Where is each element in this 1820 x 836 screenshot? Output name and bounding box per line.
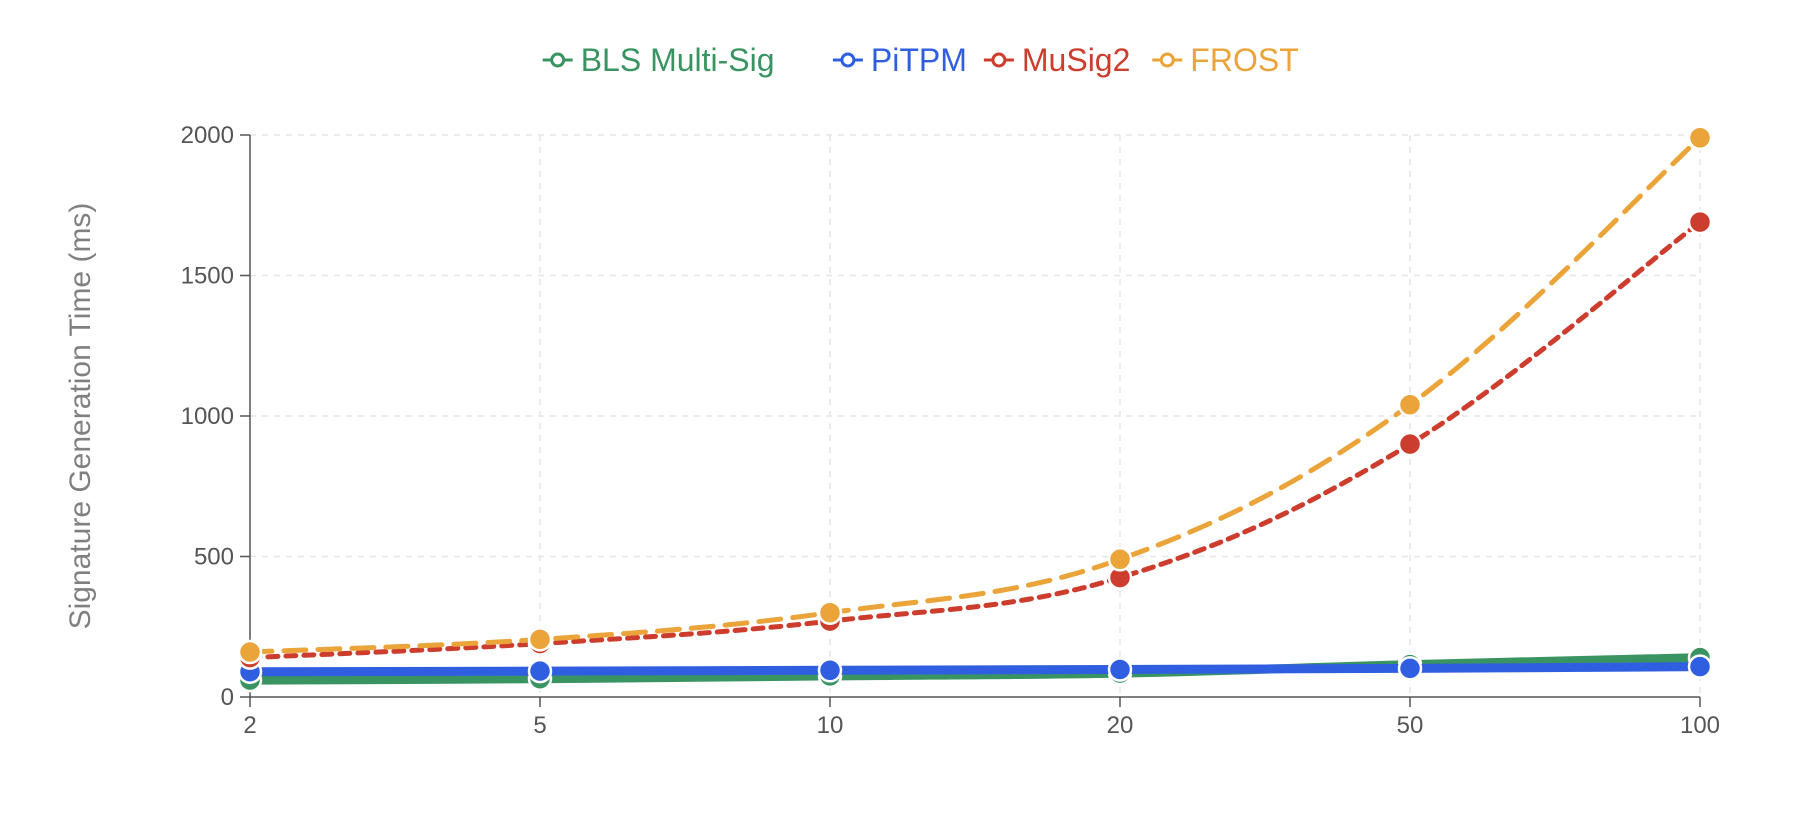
data-point <box>1397 656 1423 681</box>
data-point <box>1687 654 1713 679</box>
series <box>237 125 1713 693</box>
legend-item[interactable]: FROST <box>1152 42 1299 78</box>
series-line <box>245 653 1705 685</box>
x-tick-label: 2 <box>243 712 256 739</box>
data-point <box>527 627 553 652</box>
x-tick-label: 20 <box>1107 712 1134 739</box>
legend-symbol-marker <box>991 52 1007 68</box>
series-line <box>247 219 1703 661</box>
y-tick-label: 2000 <box>181 122 234 149</box>
series-pitpm <box>237 654 1713 684</box>
data-point <box>1107 657 1133 682</box>
legend-item[interactable]: BLS Multi-Sig <box>542 42 775 78</box>
data-point <box>817 600 843 625</box>
legend-item[interactable]: MuSig2 <box>983 42 1131 78</box>
legend-symbol-marker <box>1159 52 1175 68</box>
legend-label: PiTPM <box>871 42 967 78</box>
data-point <box>1687 209 1713 235</box>
legend-label: FROST <box>1190 42 1298 78</box>
series-musig2 <box>237 209 1713 670</box>
legend-symbol-marker <box>550 52 566 68</box>
data-point <box>527 658 553 684</box>
x-tick-label: 50 <box>1397 712 1424 739</box>
x-ticks: 2 5 10 20 50 100 <box>243 697 1720 739</box>
data-point <box>1687 125 1713 151</box>
legend-symbol-marker <box>840 52 856 68</box>
series-line <box>245 662 1705 677</box>
data-point <box>237 639 263 665</box>
series-frost <box>237 125 1713 665</box>
series-line <box>247 135 1703 655</box>
y-tick-label: 500 <box>194 544 234 571</box>
legend-label: MuSig2 <box>1022 42 1131 78</box>
data-point <box>1107 547 1133 572</box>
y-ticks: 0 500 1000 1500 2000 <box>181 122 250 711</box>
grid <box>250 134 1701 697</box>
y-tick-label: 1000 <box>181 403 234 430</box>
y-tick-label: 0 <box>221 684 234 711</box>
legend-item[interactable]: PiTPM <box>832 42 967 78</box>
legend-label: BLS Multi-Sig <box>581 42 775 78</box>
x-tick-label: 10 <box>817 712 844 739</box>
data-point <box>817 658 843 683</box>
y-tick-label: 1500 <box>181 263 234 290</box>
x-tick-label: 100 <box>1680 712 1720 739</box>
data-point <box>1397 392 1423 418</box>
legend[interactable]: BLS Multi-Sig PiTPM MuSig2 FROST <box>542 42 1299 78</box>
x-tick-label: 5 <box>533 712 546 739</box>
data-point <box>1397 431 1423 457</box>
y-axis-title: Signature Generation Time (ms) <box>64 203 97 630</box>
